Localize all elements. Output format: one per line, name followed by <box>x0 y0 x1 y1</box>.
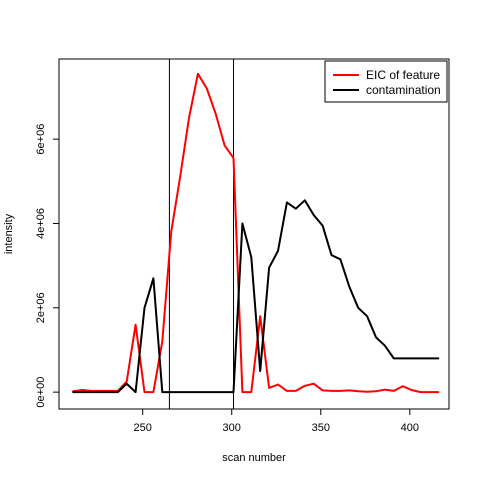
y-axis-title: intensity <box>3 213 15 254</box>
series-layer <box>72 72 440 394</box>
plot-frame <box>58 58 450 410</box>
y-tick-label: 6e+06 <box>35 124 47 155</box>
legend-box <box>324 60 448 103</box>
y-tick-label: 0e+00 <box>35 377 47 408</box>
vertical-markers <box>168 59 235 409</box>
x-tick-label: 350 <box>312 422 330 434</box>
x-tick-label: 400 <box>401 422 419 434</box>
series-line-contamination <box>72 199 440 394</box>
series-line-eic-of-feature <box>72 72 440 394</box>
x-tick-label: 250 <box>134 422 152 434</box>
legend-label: EIC of feature <box>366 68 440 82</box>
x-axis: 250 300 350 400 <box>134 409 419 434</box>
legend-label: contamination <box>366 83 441 97</box>
y-axis: 0e+00 2e+06 4e+06 6e+06 <box>35 124 59 408</box>
y-tick-label: 4e+06 <box>35 208 47 239</box>
x-axis-title: scan number <box>222 452 286 464</box>
x-tick-label: 300 <box>223 422 241 434</box>
y-tick-label: 2e+06 <box>35 292 47 323</box>
